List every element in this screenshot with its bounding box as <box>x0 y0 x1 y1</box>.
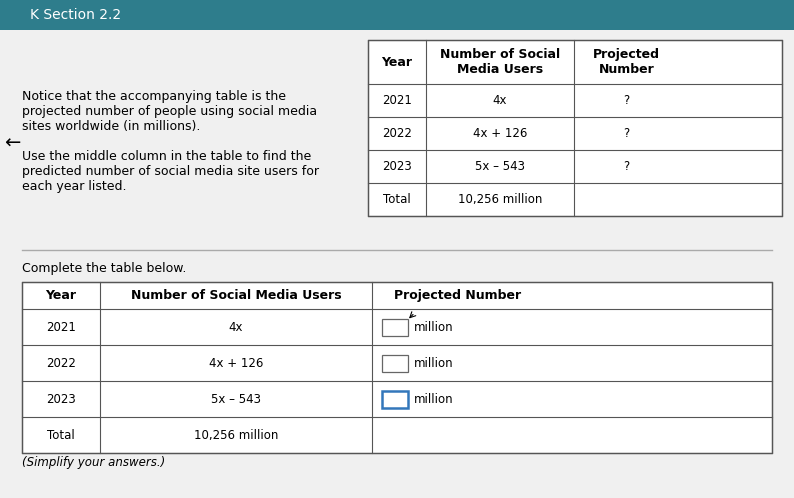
Text: 2021: 2021 <box>46 321 76 334</box>
Text: ?: ? <box>623 160 630 173</box>
Bar <box>382 390 408 407</box>
Text: ←: ← <box>4 133 20 152</box>
Text: million: million <box>414 392 453 405</box>
Text: Number of Social Media Users: Number of Social Media Users <box>131 289 341 302</box>
Text: Total: Total <box>384 193 410 206</box>
Text: 10,256 million: 10,256 million <box>194 428 278 442</box>
Text: predicted number of social media site users for: predicted number of social media site us… <box>22 165 319 178</box>
Text: 2021: 2021 <box>382 94 412 107</box>
Text: (Simplify your answers.): (Simplify your answers.) <box>22 456 165 469</box>
Text: million: million <box>414 321 453 334</box>
Text: Number of Social
Media Users: Number of Social Media Users <box>440 48 560 76</box>
Text: 2023: 2023 <box>382 160 412 173</box>
Text: sites worldwide (in millions).: sites worldwide (in millions). <box>22 120 200 133</box>
Text: 5x – 543: 5x – 543 <box>475 160 525 173</box>
Text: million: million <box>414 357 453 370</box>
Text: 4x: 4x <box>493 94 507 107</box>
Text: 2022: 2022 <box>46 357 76 370</box>
Text: Notice that the accompanying table is the: Notice that the accompanying table is th… <box>22 90 286 103</box>
Text: 2023: 2023 <box>46 392 76 405</box>
Bar <box>368 40 782 216</box>
Bar <box>382 319 408 336</box>
Text: 4x + 126: 4x + 126 <box>472 127 527 140</box>
Text: Projected Number: Projected Number <box>395 289 522 302</box>
Text: each year listed.: each year listed. <box>22 180 126 193</box>
Bar <box>22 282 772 453</box>
Text: 2022: 2022 <box>382 127 412 140</box>
Text: ?: ? <box>623 94 630 107</box>
Text: Complete the table below.: Complete the table below. <box>22 262 187 275</box>
Text: 4x + 126: 4x + 126 <box>209 357 263 370</box>
Text: Use the middle column in the table to find the: Use the middle column in the table to fi… <box>22 150 311 163</box>
Text: K Section 2.2: K Section 2.2 <box>30 8 121 22</box>
Text: ?: ? <box>623 127 630 140</box>
Text: projected number of people using social media: projected number of people using social … <box>22 105 317 118</box>
Text: 4x: 4x <box>229 321 243 334</box>
Text: Year: Year <box>45 289 76 302</box>
Text: 5x – 543: 5x – 543 <box>211 392 261 405</box>
Bar <box>382 355 408 372</box>
Bar <box>0 0 794 30</box>
Text: Projected
Number: Projected Number <box>593 48 660 76</box>
Text: Total: Total <box>47 428 75 442</box>
Text: Year: Year <box>381 55 413 69</box>
Text: 10,256 million: 10,256 million <box>458 193 542 206</box>
